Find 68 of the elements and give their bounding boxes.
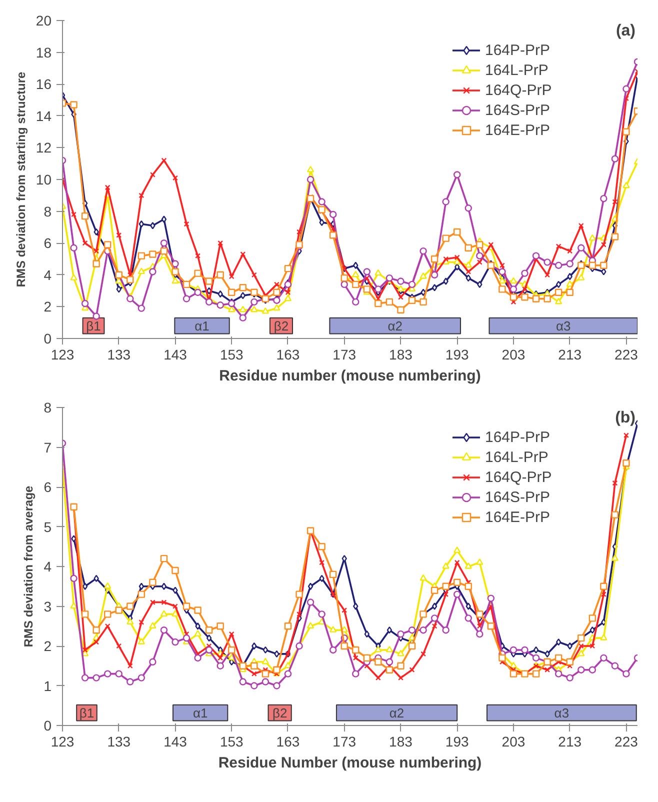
legend-label: 164P-PrP	[485, 428, 550, 446]
x-tick-label: 163	[276, 734, 300, 750]
x-tick-label: 173	[332, 346, 356, 362]
x-tick-label: 123	[50, 734, 74, 750]
y-tick-label: 5	[44, 518, 52, 535]
band-label: α1	[192, 705, 208, 720]
legend-label: 164Q-PrP	[485, 468, 552, 486]
band-label: β2	[272, 705, 288, 720]
y-tick-label: 8	[44, 400, 52, 416]
x-tick-label: 213	[558, 346, 582, 362]
x-tick-label: 123	[50, 346, 74, 362]
x-tick-label: 133	[107, 346, 131, 362]
x-tick-label: 153	[220, 346, 244, 362]
band-label: α2	[389, 705, 404, 720]
x-tick-label: 183	[389, 346, 413, 362]
x-tick-label: 153	[220, 734, 244, 750]
x-axis-title: Residue Number (mouse numbering)	[218, 754, 482, 772]
x-tick-label: 213	[558, 734, 582, 750]
y-tick-label: 0	[44, 330, 52, 346]
annotation: (b)	[615, 410, 636, 426]
x-tick-label: 143	[164, 734, 188, 750]
y-tick-label: 0	[44, 718, 52, 734]
x-tick-label: 193	[445, 734, 469, 750]
x-tick-label: 203	[502, 734, 526, 750]
legend-label: 164L-PrP	[485, 61, 548, 79]
y-tick-label: 3	[44, 598, 52, 614]
y-axis-title: RMS deviation from starting structure	[14, 71, 28, 288]
y-tick-label: 12	[36, 140, 52, 156]
x-tick-label: 133	[107, 734, 131, 750]
band-label: β1	[86, 318, 101, 334]
y-tick-label: 1	[44, 678, 52, 694]
legend-label: 164E-PrP	[485, 121, 550, 139]
x-tick-label: 163	[276, 346, 300, 362]
y-tick-label: 14	[36, 108, 52, 124]
band-label: β2	[274, 318, 289, 334]
x-tick-label: 183	[389, 734, 413, 750]
y-tick-label: 10	[36, 172, 52, 188]
y-tick-label: 8	[44, 203, 52, 220]
band-label: α2	[388, 318, 402, 334]
x-tick-label: 223	[614, 346, 638, 362]
y-tick-label: 2	[44, 638, 52, 654]
band-label: α1	[194, 318, 210, 334]
y-tick-label: 6	[44, 235, 52, 252]
legend-label: 164Q-PrP	[485, 81, 552, 99]
legend-label: 164E-PrP	[485, 508, 550, 526]
x-axis-title: Residue number (mouse numbering)	[219, 368, 481, 384]
x-tick-label: 143	[164, 346, 188, 362]
y-tick-label: 20	[36, 12, 52, 28]
y-tick-label: 4	[44, 558, 52, 574]
x-tick-label: 223	[614, 734, 638, 750]
band-label: α3	[556, 318, 571, 334]
x-tick-label: 203	[502, 346, 526, 362]
x-tick-label: 193	[445, 346, 469, 362]
band-label: α3	[554, 705, 570, 720]
legend-label: 164S-PrP	[485, 488, 550, 506]
y-tick-label: 2	[44, 298, 52, 315]
y-tick-label: 6	[44, 479, 52, 495]
legend-label: 164S-PrP	[485, 101, 550, 119]
legend-label: 164P-PrP	[485, 41, 550, 59]
y-tick-label: 16	[36, 76, 52, 92]
annotation: (a)	[616, 22, 636, 40]
band-label: β1	[79, 705, 94, 720]
x-tick-label: 173	[332, 734, 356, 750]
y-tick-label: 18	[36, 44, 52, 60]
y-axis-title: RMS deviation from average	[22, 485, 36, 648]
y-tick-label: 4	[44, 266, 52, 283]
legend-label: 164L-PrP	[485, 448, 548, 466]
y-tick-label: 7	[44, 439, 52, 456]
